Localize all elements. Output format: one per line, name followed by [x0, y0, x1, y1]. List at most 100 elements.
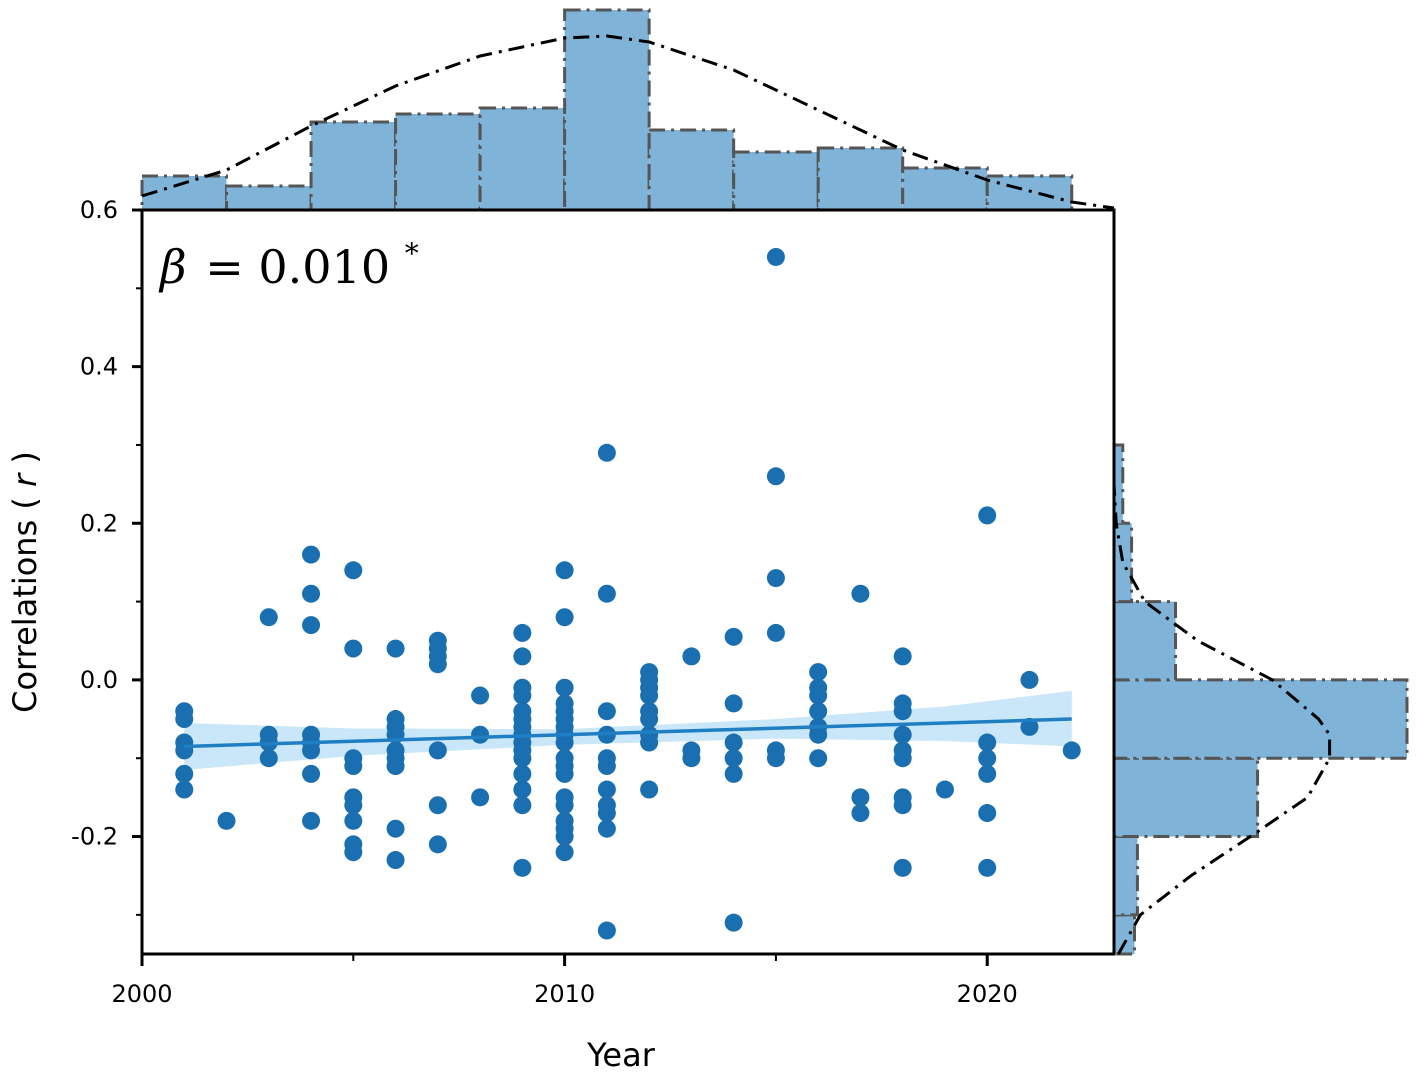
- data-point: [471, 725, 490, 744]
- data-point: [935, 780, 954, 799]
- x-tick-label: 2020: [957, 980, 1018, 1008]
- right-histogram-bar: [1112, 678, 1409, 760]
- data-point: [978, 804, 997, 823]
- data-point: [597, 804, 616, 823]
- beta-significance: *: [405, 237, 419, 270]
- data-point: [344, 811, 363, 830]
- beta-annotation: β = 0.010 *: [158, 237, 419, 294]
- data-point: [302, 616, 321, 635]
- right-density-curve: [1112, 484, 1332, 955]
- data-point: [555, 827, 574, 846]
- data-point: [640, 710, 659, 729]
- data-point: [217, 811, 236, 830]
- x-tick-label: 2000: [111, 980, 172, 1008]
- data-point: [386, 851, 405, 870]
- data-point: [809, 663, 828, 682]
- right-histogram-bar: [1112, 835, 1139, 917]
- y-axis-title-close: ): [6, 451, 44, 463]
- beta-value: 0.010: [258, 240, 390, 294]
- data-point: [344, 796, 363, 815]
- data-point: [386, 757, 405, 776]
- data-point: [428, 741, 447, 760]
- data-point: [302, 811, 321, 830]
- data-point: [724, 627, 743, 646]
- data-point: [851, 804, 870, 823]
- data-point: [302, 741, 321, 760]
- data-point: [555, 678, 574, 697]
- data-point: [428, 835, 447, 854]
- data-point: [555, 733, 574, 752]
- data-point: [978, 858, 997, 877]
- data-point: [386, 819, 405, 838]
- data-point: [471, 686, 490, 705]
- data-point: [302, 545, 321, 564]
- data-point: [302, 764, 321, 783]
- y-axis-title: Correlations ( r ): [6, 451, 44, 713]
- confidence-band: [184, 690, 1072, 770]
- data-point: [597, 921, 616, 940]
- top-histogram-bar: [647, 128, 736, 212]
- data-point: [175, 764, 194, 783]
- data-point: [809, 749, 828, 768]
- data-point: [259, 608, 278, 627]
- data-point: [513, 749, 532, 768]
- fit-line: [184, 717, 1072, 749]
- beta-symbol: β: [158, 240, 187, 294]
- y-tick-label: 0.4: [80, 353, 118, 381]
- data-point: [513, 780, 532, 799]
- data-point: [597, 702, 616, 721]
- y-axis-title-italic: r: [6, 472, 44, 487]
- data-point: [893, 725, 912, 744]
- data-point: [386, 639, 405, 658]
- data-point: [724, 733, 743, 752]
- data-point: [513, 858, 532, 877]
- data-point: [597, 819, 616, 838]
- data-point: [259, 749, 278, 768]
- data-point: [428, 796, 447, 815]
- data-point: [766, 467, 785, 486]
- data-point: [302, 584, 321, 603]
- data-point: [344, 561, 363, 580]
- top-histogram-bar: [309, 120, 398, 212]
- data-point: [724, 694, 743, 713]
- top-histogram-bar: [225, 184, 313, 212]
- data-point: [724, 749, 743, 768]
- top-histogram-bar: [732, 150, 820, 212]
- axes-layer: 2000 2010 2020 -0.2 0.0 0.2 0.4 0.6: [71, 196, 1018, 1008]
- top-histogram-bar: [478, 106, 567, 212]
- data-point: [555, 764, 574, 783]
- data-point: [766, 749, 785, 768]
- data-point: [175, 710, 194, 729]
- data-point: [597, 757, 616, 776]
- top-histogram-bar: [816, 146, 905, 212]
- data-point: [893, 749, 912, 768]
- data-point: [809, 702, 828, 721]
- data-point: [640, 733, 659, 752]
- y-tick-label: 0.0: [80, 666, 118, 694]
- data-point: [428, 655, 447, 674]
- data-point: [809, 686, 828, 705]
- top-density-curve: [141, 34, 1115, 210]
- data-point: [513, 623, 532, 642]
- data-point: [682, 749, 701, 768]
- data-point: [640, 686, 659, 705]
- data-point: [555, 843, 574, 862]
- x-tick-label: 2010: [534, 980, 595, 1008]
- data-point: [851, 584, 870, 603]
- right-histogram: [1112, 443, 1409, 956]
- data-point: [597, 780, 616, 799]
- fit-line-layer: [184, 717, 1072, 749]
- plot-background: [142, 210, 1114, 954]
- y-tick-label: -0.2: [71, 823, 118, 851]
- data-point: [766, 623, 785, 642]
- data-point: [809, 725, 828, 744]
- data-point: [978, 733, 997, 752]
- confidence-band-layer: [142, 210, 1114, 954]
- data-point: [513, 796, 532, 815]
- data-point: [597, 584, 616, 603]
- data-point: [555, 796, 574, 815]
- data-point: [513, 764, 532, 783]
- data-point: [851, 788, 870, 807]
- top-histogram: [140, 8, 1115, 212]
- data-point: [344, 757, 363, 776]
